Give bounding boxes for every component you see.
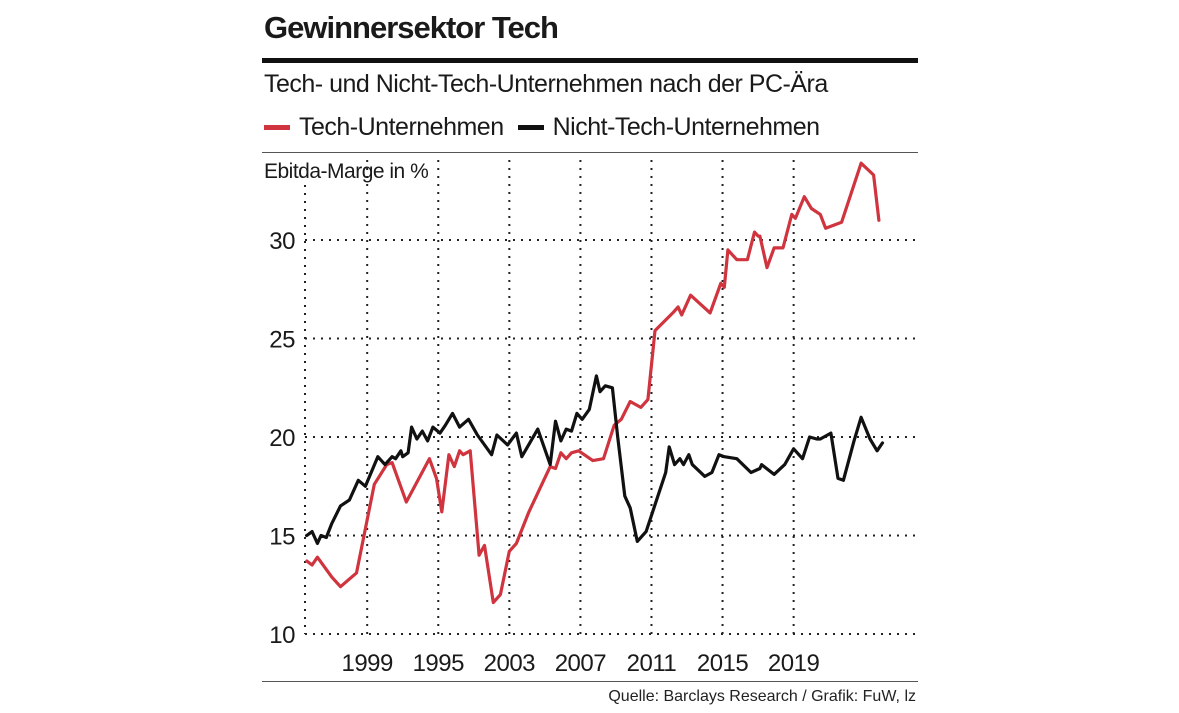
gridlines bbox=[304, 160, 918, 635]
x-tick-labels: 1999 1995 2003 2007 2011 2015 2019 bbox=[341, 650, 819, 677]
legend-item-tech: Tech-Unternehmen bbox=[264, 113, 504, 142]
legend: Tech-Unternehmen Nicht-Tech-Unternehmen bbox=[264, 113, 834, 142]
y-tick-label: 15 bbox=[269, 524, 295, 551]
chart-title: Gewinnersektor Tech bbox=[264, 10, 559, 45]
x-tick-label: 2007 bbox=[555, 650, 607, 677]
footer-rule bbox=[262, 681, 918, 682]
header-rule bbox=[262, 152, 918, 153]
y-tick-label: 30 bbox=[269, 228, 295, 255]
y-tick-label: 25 bbox=[269, 327, 295, 354]
x-tick-label: 1995 bbox=[413, 650, 465, 677]
series-line-tech bbox=[305, 161, 881, 605]
chart-subtitle: Tech- und Nicht-Tech-Unternehmen nach de… bbox=[264, 70, 828, 98]
y-tick-labels: 10 15 20 25 30 bbox=[269, 228, 295, 649]
series-lines bbox=[305, 161, 885, 605]
y-tick-label: 10 bbox=[269, 622, 295, 649]
x-tick-label: 2015 bbox=[697, 650, 749, 677]
legend-swatch-nontech bbox=[517, 125, 544, 130]
legend-swatch-tech bbox=[264, 125, 290, 130]
x-tick-label: 2003 bbox=[484, 650, 536, 677]
x-tick-label: 2019 bbox=[768, 650, 820, 677]
legend-label-tech: Tech-Unternehmen bbox=[299, 113, 504, 141]
legend-item-nontech: Nicht-Tech-Unternehmen bbox=[517, 113, 820, 142]
x-tick-label: 1999 bbox=[341, 650, 393, 677]
y-axis-label: Ebitda-Marge in % bbox=[264, 160, 428, 183]
y-tick-label: 20 bbox=[269, 425, 295, 452]
legend-label-nontech: Nicht-Tech-Unternehmen bbox=[552, 113, 820, 141]
x-tick-label: 2011 bbox=[627, 650, 677, 677]
source-note: Quelle: Barclays Research / Grafik: FuW,… bbox=[608, 688, 916, 705]
series-line-nontech bbox=[305, 374, 885, 545]
title-rule bbox=[262, 58, 918, 63]
